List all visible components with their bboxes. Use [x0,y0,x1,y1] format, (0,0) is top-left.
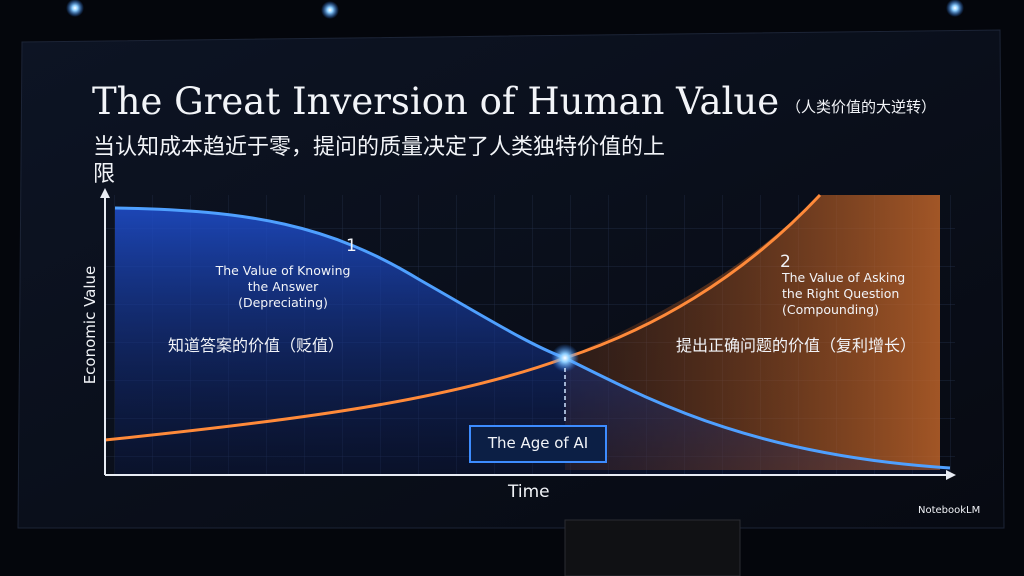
intersection-label: The Age of AI [487,434,589,452]
label-line: (Depreciating) [238,295,328,310]
age-box [469,425,607,463]
label-line: (Compounding) [782,302,879,317]
brand: NotebookLM [918,505,981,516]
compounding-curve [104,193,822,442]
y-arrow [100,188,110,198]
depreciating-curve [114,206,951,470]
label-line: the Right Question [782,286,900,301]
blue-area [115,208,950,475]
y-axis-label: Economic Value [81,265,99,385]
label-line: The Value of Knowing [215,263,351,278]
intersection [551,344,579,372]
subtitle: 当认知成本趋近于零，提问的质量决定了人类独特价值的上限 [93,135,666,187]
label-line: The Value of Asking [782,270,906,285]
podium [564,519,741,576]
curve-chinese-label: 知道答案的价值（贬值） [168,336,345,355]
x-axis-label: Time [508,482,550,502]
curve-label: The Value of Knowing the Answer (Depreci… [200,263,366,311]
x-arrow [946,470,956,480]
curve-chinese-label: 提出正确问题的价值（复利增长） [676,336,917,355]
curve-number: 1 [346,236,357,256]
curve-number: 2 [780,252,791,272]
stage-lights [66,0,964,19]
curve-label: The Value of Asking the Right Question (… [782,270,905,318]
title: The Great Inversion of Human Value [92,80,780,123]
title-note: （人类价值的大逆转） [786,98,937,116]
label-line: the Answer [247,279,319,294]
